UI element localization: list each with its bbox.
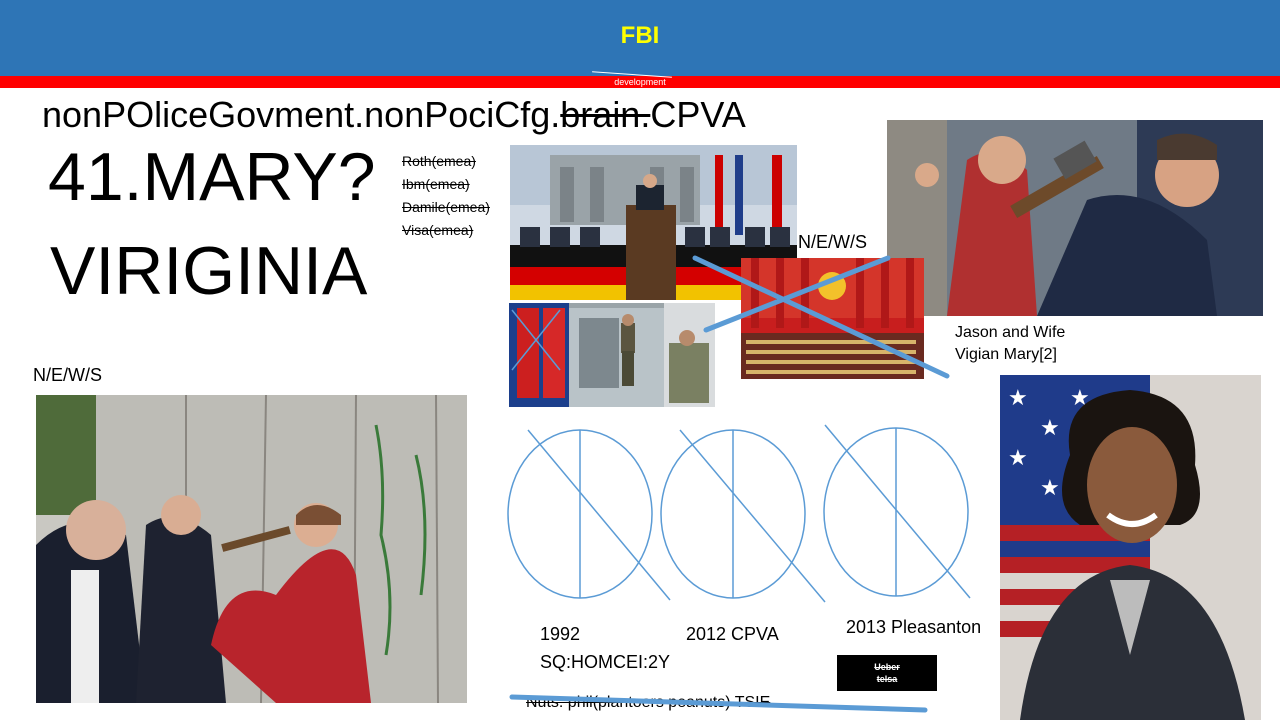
caption-line-2: Vigian Mary[2] <box>955 346 1057 363</box>
year-1992: 1992 <box>540 624 581 644</box>
struck-list: Roth(emea) Ibm(emea) Damile(emea) Visa(e… <box>402 150 490 242</box>
struck-list-item: Visa(emea) <box>402 222 474 238</box>
uber-box: Ueber telsa <box>837 655 937 691</box>
news-label-left: N/E/W/S <box>33 365 103 385</box>
year-label-2013: 2013 Pleasanton <box>846 617 982 637</box>
struck-list-item: Damile(emea) <box>402 199 490 215</box>
svg-text:★: ★ <box>1040 476 1060 501</box>
photo-caption: Jason and Wife Vigian Mary[2] <box>955 322 1065 366</box>
svg-text:★: ★ <box>1008 386 1028 411</box>
headline-prefix: nonPOliceGovment.nonPociCfg. <box>42 94 561 135</box>
headline-struck: brain. <box>560 94 651 135</box>
photo-hammer-wall <box>887 120 1263 316</box>
header-bar <box>0 0 1280 76</box>
photo-portrait: ★ ★ ★ ★ ★ <box>1000 375 1261 720</box>
photo-vending-machines <box>509 303 715 407</box>
header-subtitle: development <box>614 77 666 87</box>
main-line-1: 41.MARY? <box>48 139 376 215</box>
svg-text:★: ★ <box>1008 446 1028 471</box>
year-label-2012: 2012 CPVA <box>686 624 779 644</box>
caption-line-1: Jason and Wife <box>955 324 1066 341</box>
photo-assembly-hall <box>741 258 924 379</box>
year-label-1992: 1992 SQ:HOMCEI:2Y <box>540 620 670 676</box>
struck-list-item: Ibm(emea) <box>402 176 470 192</box>
news-label-right: N/E/W/S <box>798 232 868 252</box>
page-title: FBI <box>620 22 660 49</box>
crossed-ellipses <box>500 420 980 610</box>
struck-list-item: Roth(emea) <box>402 153 476 169</box>
uber-box-line-2: telsa <box>876 674 898 684</box>
footer-struck-text: Nuts: phil(plantoers peanuts) TSIE <box>526 694 771 711</box>
main-line-2: VIRIGINIA <box>50 233 368 309</box>
svg-text:★: ★ <box>1040 416 1060 441</box>
photo-berlin-wall-crowd <box>36 395 467 703</box>
uber-box-line-1: Ueber <box>874 662 900 672</box>
headline: nonPOliceGovment.nonPociCfg.brain.CPVA <box>42 94 746 136</box>
header-red-stripe <box>0 76 1280 88</box>
year-1992-note: SQ:HOMCEI:2Y <box>540 652 671 672</box>
headline-suffix: CPVA <box>650 94 746 135</box>
